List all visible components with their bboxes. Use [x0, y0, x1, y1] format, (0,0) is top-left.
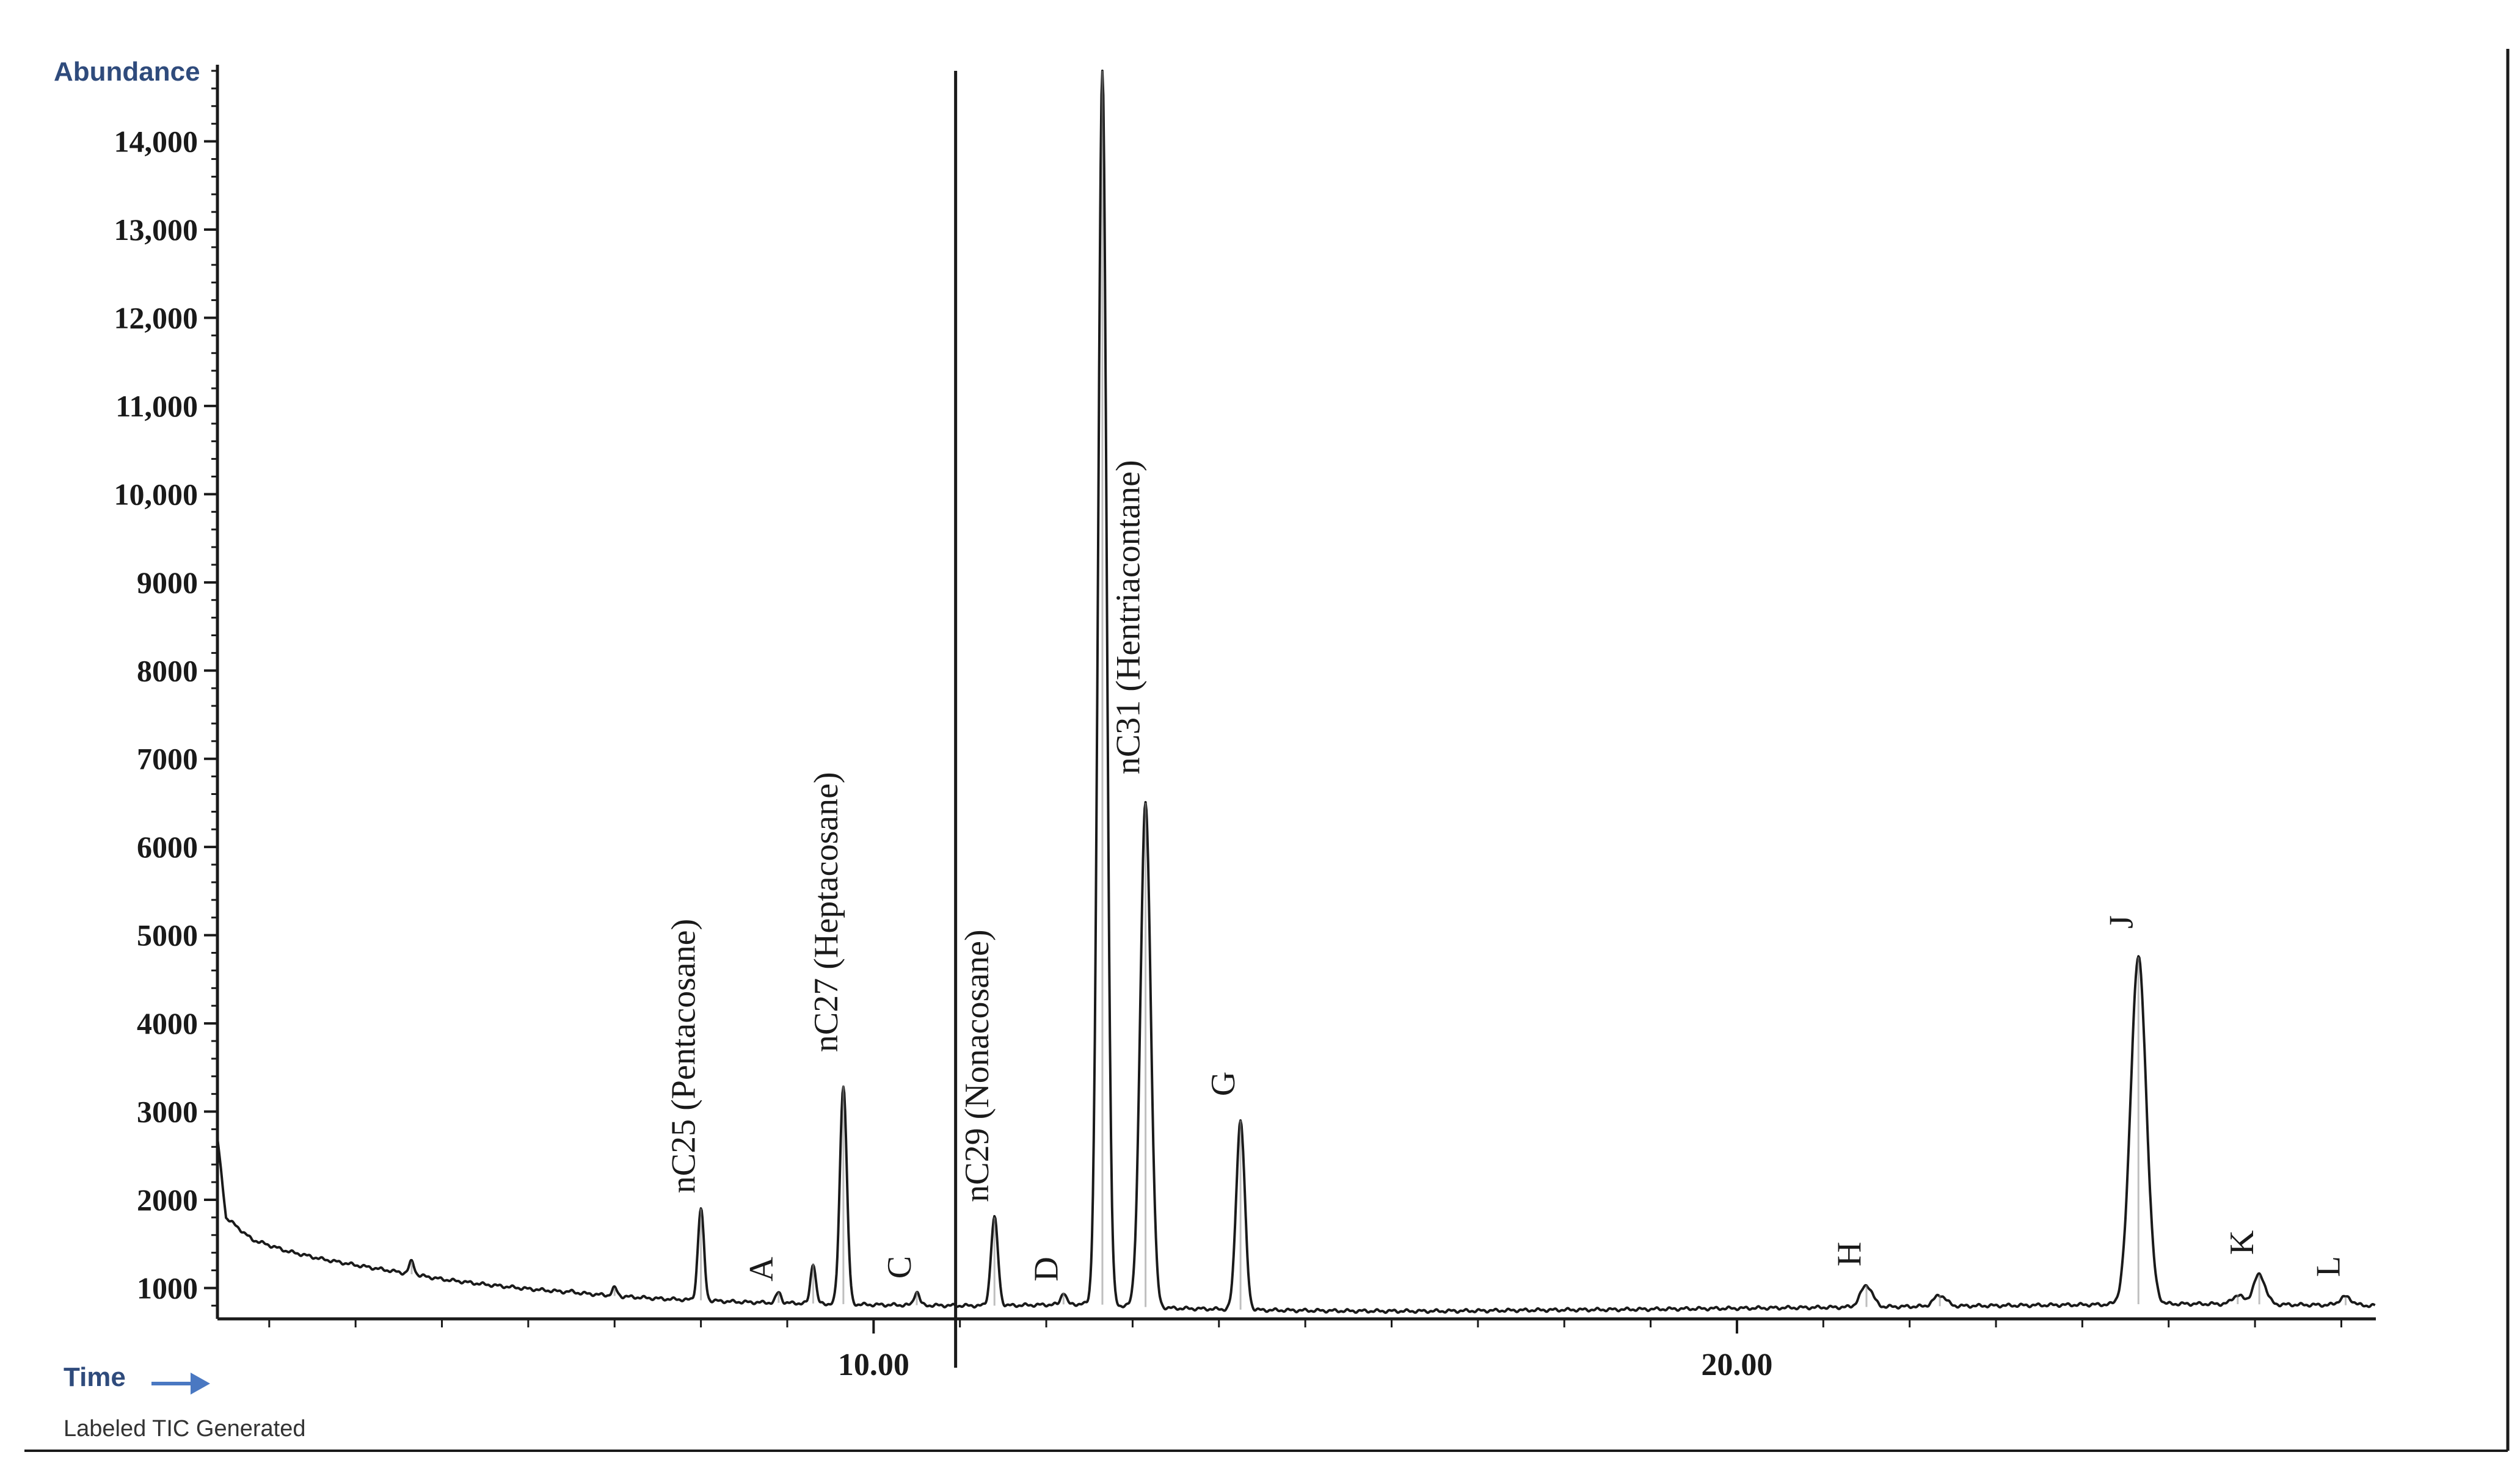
y-tick-label: 14,000	[114, 125, 198, 159]
x-tick-layer: 10.00 20.00	[268, 1319, 2342, 1382]
peak-annotation: L	[2310, 1256, 2348, 1277]
peak-annotation: C	[881, 1256, 919, 1279]
y-tick-label: 5000	[137, 918, 198, 953]
peak-annotation: K	[2223, 1230, 2261, 1255]
peak-annotation: A	[743, 1257, 781, 1282]
tic-trace-line	[216, 70, 2376, 1314]
peak-annotation: nC27 (Heptacosane)	[807, 772, 845, 1052]
y-tick-label: 13,000	[114, 212, 198, 247]
trace-layer	[216, 70, 2376, 1314]
right-arrow-icon	[151, 1373, 210, 1395]
y-axis-title: Abundance	[54, 57, 200, 87]
peak-annotation: nC31 (Hentriacontane)	[1110, 460, 1148, 774]
y-tick-label: 12,000	[114, 300, 198, 335]
x-tick-label: 20.00	[1701, 1348, 1772, 1382]
y-tick-label: 1000	[137, 1271, 198, 1305]
y-tick-layer: 1000 2000 3000 4000 5000 6000 7000 8000 9000 10,0…	[114, 70, 217, 1307]
peak-annotation: G	[1204, 1072, 1242, 1096]
footer-caption: Labeled TIC Generated	[64, 1416, 305, 1442]
y-tick-label: 6000	[137, 830, 198, 864]
y-tick-label: 8000	[137, 653, 198, 688]
x-tick-label: 10.00	[838, 1348, 909, 1382]
peak-annotation: nC29 (Nonacosane)	[958, 929, 996, 1202]
y-tick-label: 10,000	[114, 477, 198, 511]
y-tick-label: 7000	[137, 742, 198, 776]
peak-annotation: J	[2102, 915, 2140, 929]
peak-annotation: nC25 (Pentacosane)	[665, 919, 703, 1193]
peak-annotation: D	[1027, 1257, 1065, 1281]
peak-annotation: H	[1830, 1242, 1868, 1266]
x-axis-title: Time	[64, 1362, 126, 1392]
y-tick-label: 11,000	[115, 389, 198, 423]
y-tick-label: 2000	[137, 1183, 198, 1217]
axes-layer	[24, 49, 2510, 1452]
y-tick-label: 4000	[137, 1006, 198, 1040]
y-tick-label: 9000	[137, 565, 198, 600]
y-tick-label: 3000	[137, 1095, 198, 1129]
